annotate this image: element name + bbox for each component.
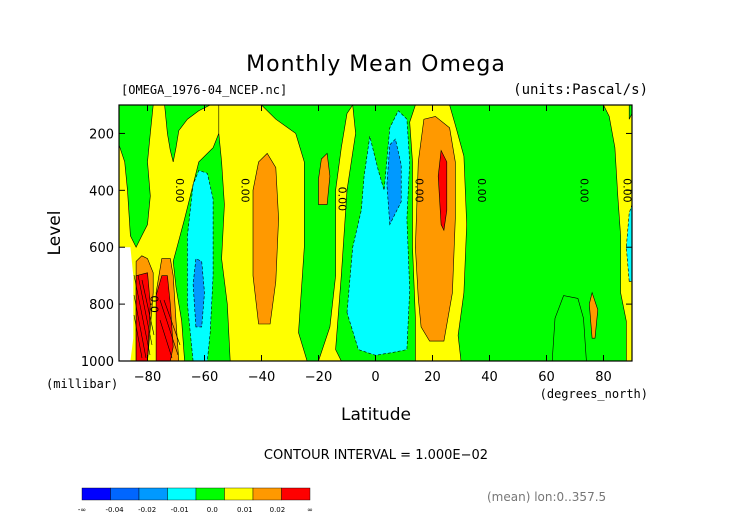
colorbar-label-1: -∞ (78, 506, 86, 514)
x-tick-label-4: −20 (305, 370, 332, 385)
contour-label-2: 0.00 (239, 178, 252, 203)
y-tick-label-2: 400 (89, 184, 114, 199)
contour-region-4 (155, 275, 174, 361)
x-axis-label: Latitude (341, 405, 411, 425)
colorbar-swatch-2 (110, 487, 140, 501)
contour-regions (119, 110, 632, 361)
colorbar-swatch-7 (252, 487, 282, 501)
colorbar-label-5: 0.0 (207, 506, 218, 514)
y-axis: 200 400 600 800 1000 (81, 127, 632, 370)
green-band-7 (628, 105, 632, 120)
x-tick-label-3: −40 (248, 370, 275, 385)
colorbar-swatch-3 (138, 487, 168, 501)
colorbar-swatch-6 (224, 487, 254, 501)
y-tick-label-4: 800 (89, 298, 114, 313)
contour-label-8: 0.0 (147, 295, 160, 313)
contour-region-11 (415, 116, 456, 342)
contour-label-5: 0.00 (475, 178, 488, 203)
x-tick-label-8: 60 (538, 370, 555, 385)
x-axis-unit: (degrees_north) (540, 387, 648, 401)
green-band-core (481, 116, 575, 344)
colorbar-swatch-1 (81, 487, 111, 501)
contour-region-7 (252, 152, 279, 325)
colorbar-label-4: -0.01 (171, 506, 189, 514)
colorbar: -∞ -0.04 -0.02 -0.01 0.0 0.01 0.02 ∞ (78, 487, 313, 514)
colorbar-label-2: -0.04 (106, 506, 125, 514)
contour-region-13 (588, 291, 599, 339)
y-axis-unit: (millibar) (46, 377, 118, 391)
colorbar-label-6: 0.01 (237, 506, 253, 514)
mean-lon-text: (mean) lon:0..357.5 (487, 490, 606, 504)
colorbar-swatch-8 (281, 487, 311, 501)
contour-region-10 (386, 138, 402, 226)
contour-label-1: 0.00 (173, 178, 186, 203)
hatch-area (133, 274, 181, 359)
contour-label-6: 0.00 (578, 178, 591, 203)
contour-region-16 (119, 247, 134, 361)
contour-interval-text: CONTOUR INTERVAL = 1.000E−02 (264, 448, 488, 463)
x-tick-label-5: 0 (371, 370, 379, 385)
colorbar-swatch-5 (195, 487, 225, 501)
plot-area: 0.00 0.00 0.00 0.00 0.00 0.00 0.000.0 (119, 105, 632, 361)
colorbar-label-7: 0.02 (270, 506, 286, 514)
y-tick-label-3: 600 (89, 241, 114, 256)
colorbar-label-8: ∞ (307, 506, 313, 514)
colorbar-label-3: -0.02 (138, 506, 156, 514)
x-tick-label-6: 20 (424, 370, 441, 385)
units-label: (units:Pascal/s) (513, 82, 648, 98)
contour-label-4: 0.00 (412, 178, 425, 203)
x-tick-label-9: 80 (595, 370, 612, 385)
x-tick-label-2: −60 (191, 370, 218, 385)
contour-region-15 (625, 204, 632, 282)
y-tick-label-5: 1000 (81, 355, 114, 370)
contour-region-12 (437, 149, 448, 232)
contour-region-6 (192, 258, 205, 328)
x-tick-label-7: 40 (481, 370, 498, 385)
x-tick-label-1: −80 (134, 370, 161, 385)
chart-title: Monthly Mean Omega (246, 52, 506, 77)
y-tick-label-1: 200 (89, 127, 114, 142)
colorbar-swatch-4 (167, 487, 197, 501)
contour-region-8 (318, 152, 331, 205)
contour-label-3: 0.00 (335, 187, 348, 212)
contour-region-14 (551, 295, 587, 361)
x-axis: −80 −60 −40 −20 0 20 40 60 80 (134, 105, 612, 385)
y-axis-label: Level (45, 211, 65, 256)
green-band-4 (261, 105, 354, 361)
file-label: [OMEGA_1976-04_NCEP.nc] (121, 83, 287, 97)
green-band-1 (119, 105, 154, 248)
